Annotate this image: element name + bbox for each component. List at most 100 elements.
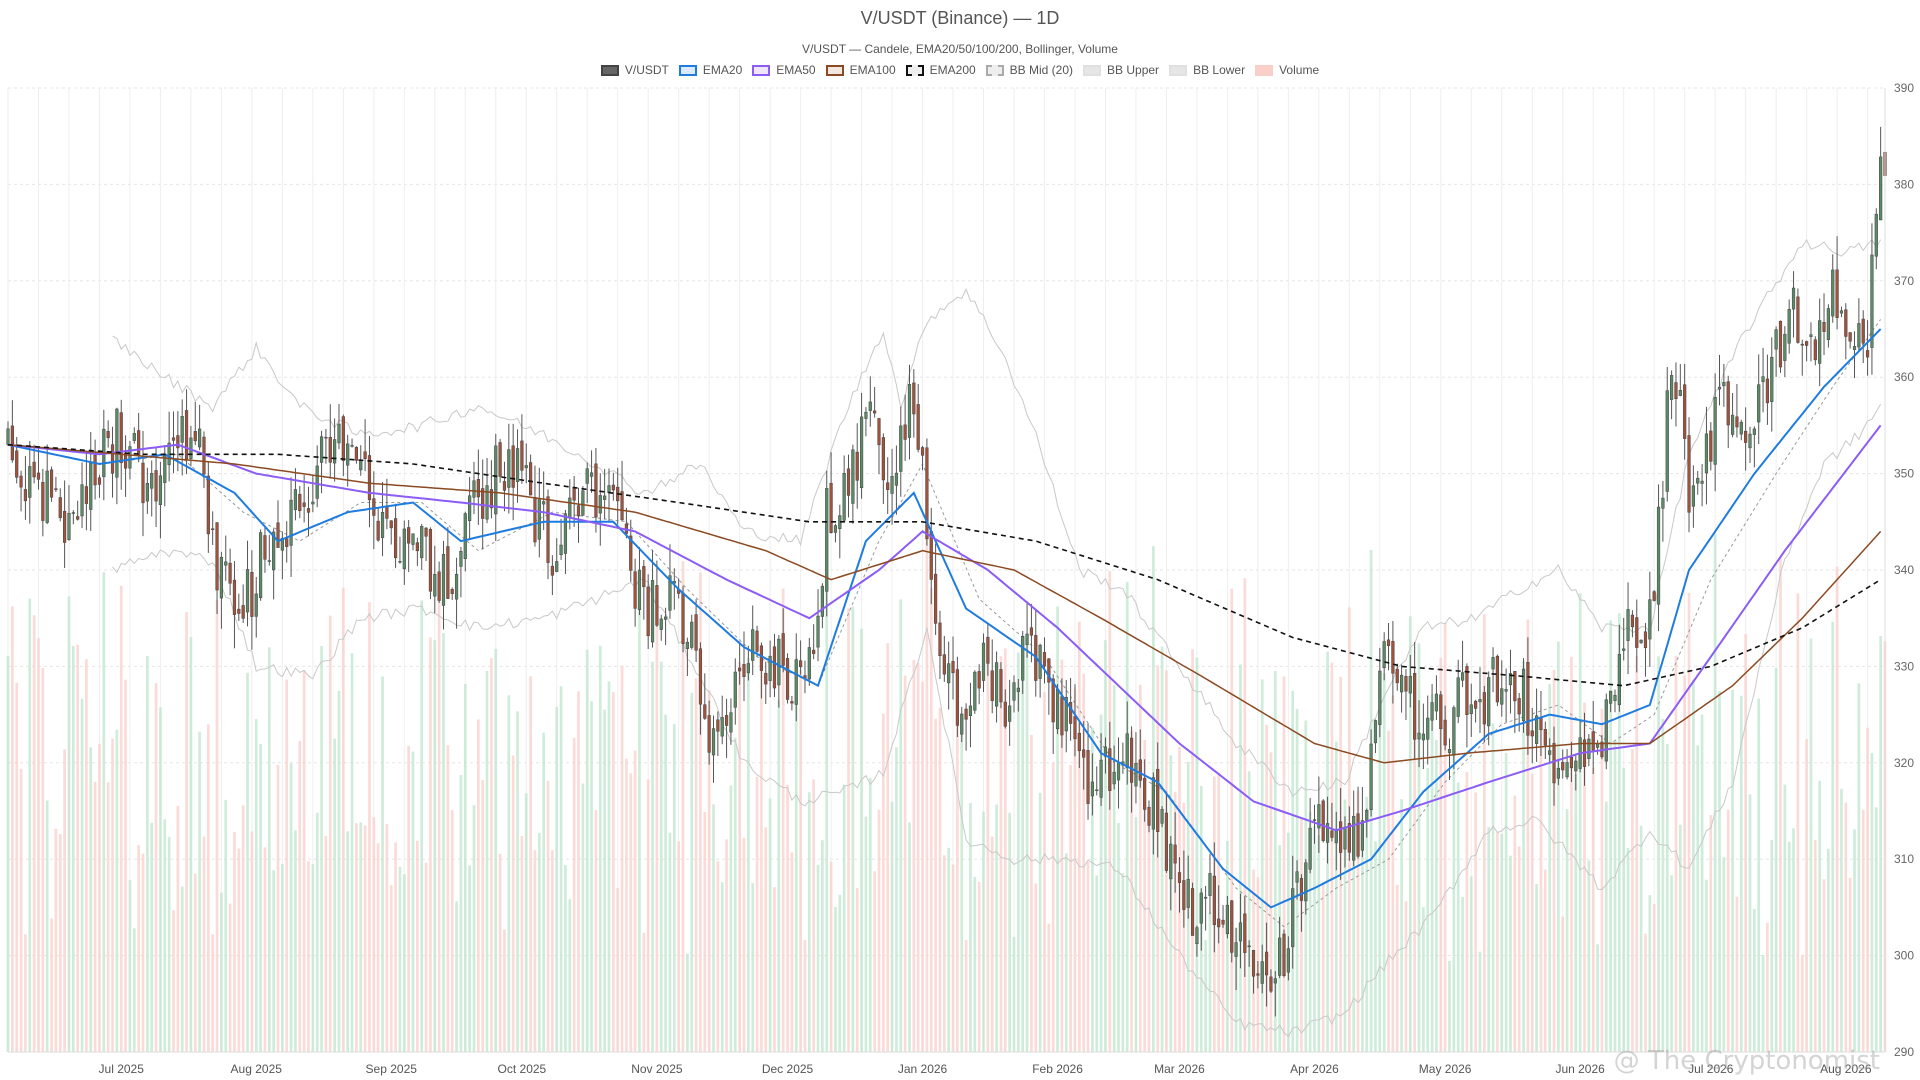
volume-bar [442, 633, 445, 1052]
volume-bar [1739, 695, 1743, 1052]
candle-body [1678, 390, 1682, 396]
volume-bar [1713, 534, 1717, 1052]
volume-bar [285, 679, 289, 1052]
candle-body [76, 516, 80, 520]
candle-body [881, 437, 885, 481]
candle-body [1108, 748, 1112, 791]
candle-body [1447, 749, 1452, 754]
volume-bar [1565, 809, 1569, 1052]
volume-bar [729, 785, 733, 1052]
volume-bar [977, 882, 981, 1052]
volume-bar [773, 887, 776, 1052]
volume-bar [89, 747, 93, 1052]
candle-body [302, 502, 306, 507]
volume-bar [1173, 791, 1177, 1052]
candle-body [1321, 800, 1325, 841]
candle-body [1604, 699, 1608, 762]
volume-bar [751, 883, 755, 1052]
candle-body [163, 455, 167, 483]
candle-body [546, 496, 550, 563]
candle-body [533, 497, 537, 543]
candle-body [1116, 762, 1121, 781]
volume-bar [1047, 923, 1051, 1052]
candle-body [1055, 688, 1060, 730]
candle-body [829, 482, 833, 533]
candle-body [807, 647, 811, 680]
candle-body [833, 525, 838, 533]
legend-item[interactable]: EMA100 [825, 63, 896, 77]
volume-bar [1718, 690, 1721, 1052]
volume-bar [1840, 788, 1843, 1052]
legend-item[interactable]: Volume [1255, 63, 1319, 77]
candle-body [398, 561, 402, 563]
volume-bar [1430, 694, 1434, 1052]
legend-item[interactable]: BB Lower [1169, 63, 1245, 77]
candle-body [515, 448, 520, 482]
volume-bar [37, 638, 40, 1052]
volume-bar [1064, 853, 1068, 1052]
volume-bar [1818, 780, 1822, 1052]
x-tick-label: Oct 2025 [498, 1062, 547, 1076]
volume-bar [1539, 722, 1543, 1052]
volume-bar [320, 646, 323, 1052]
volume-bar [934, 718, 937, 1052]
candle-body [468, 495, 472, 522]
volume-bar [1779, 559, 1782, 1052]
volume-bar [137, 845, 140, 1052]
volume-bar [416, 840, 419, 1052]
volume-bar [1509, 855, 1512, 1052]
candle-body [1587, 738, 1591, 760]
candle-body [1238, 922, 1243, 942]
legend-item[interactable]: BB Mid (20) [985, 63, 1073, 77]
candle-body [1774, 329, 1778, 350]
volume-bar [564, 865, 567, 1052]
volume-bar [1086, 862, 1090, 1052]
candle-body [1308, 827, 1312, 870]
volume-bar [1870, 752, 1874, 1052]
candle-body [990, 670, 994, 701]
volume-bar [1012, 937, 1016, 1052]
x-tick-label: Aug 2025 [231, 1062, 283, 1076]
volume-bar [1439, 657, 1443, 1052]
legend-item[interactable]: V/USDT [600, 63, 669, 77]
volume-bar [289, 763, 293, 1052]
volume-bar [864, 816, 868, 1052]
legend-item[interactable]: EMA20 [678, 63, 742, 77]
volume-bar [19, 768, 23, 1052]
volume-bar [376, 843, 380, 1052]
candle-body [428, 528, 433, 592]
candle-body [1343, 826, 1347, 850]
candle-body [1029, 627, 1034, 636]
legend-item[interactable]: BB Upper [1083, 63, 1159, 77]
volume-bar [1526, 619, 1530, 1052]
volume-bar [1395, 884, 1399, 1052]
volume-bar [1247, 771, 1251, 1052]
volume-bar [1866, 727, 1869, 1052]
candle-body [84, 486, 88, 504]
candle-body [812, 649, 816, 654]
bollinger-bands [7, 238, 1882, 1038]
volume-bar [228, 903, 232, 1052]
volume-bar [1517, 846, 1521, 1052]
candle-body [1526, 661, 1530, 736]
volume-bar [1461, 897, 1464, 1052]
candle-body [359, 460, 363, 471]
volume-bar [394, 842, 397, 1052]
candle-body [1373, 720, 1378, 744]
candle-body [1800, 343, 1804, 346]
x-tick-label: Jul 2025 [99, 1062, 145, 1076]
candle-body [1783, 333, 1787, 361]
candle-body [1539, 717, 1543, 731]
candle-body [1730, 414, 1735, 435]
volume-bar [1800, 954, 1804, 1052]
volume-bar [755, 776, 759, 1052]
legend-item[interactable]: EMA50 [752, 63, 816, 77]
candle-body [1408, 676, 1412, 694]
candle-body [825, 488, 829, 592]
volume-bar [633, 750, 637, 1052]
volume-bar [259, 743, 262, 1052]
candle-body [333, 439, 337, 464]
legend-item[interactable]: EMA200 [905, 63, 976, 77]
candle-body [1535, 715, 1539, 744]
volume-bar [1578, 593, 1582, 1052]
